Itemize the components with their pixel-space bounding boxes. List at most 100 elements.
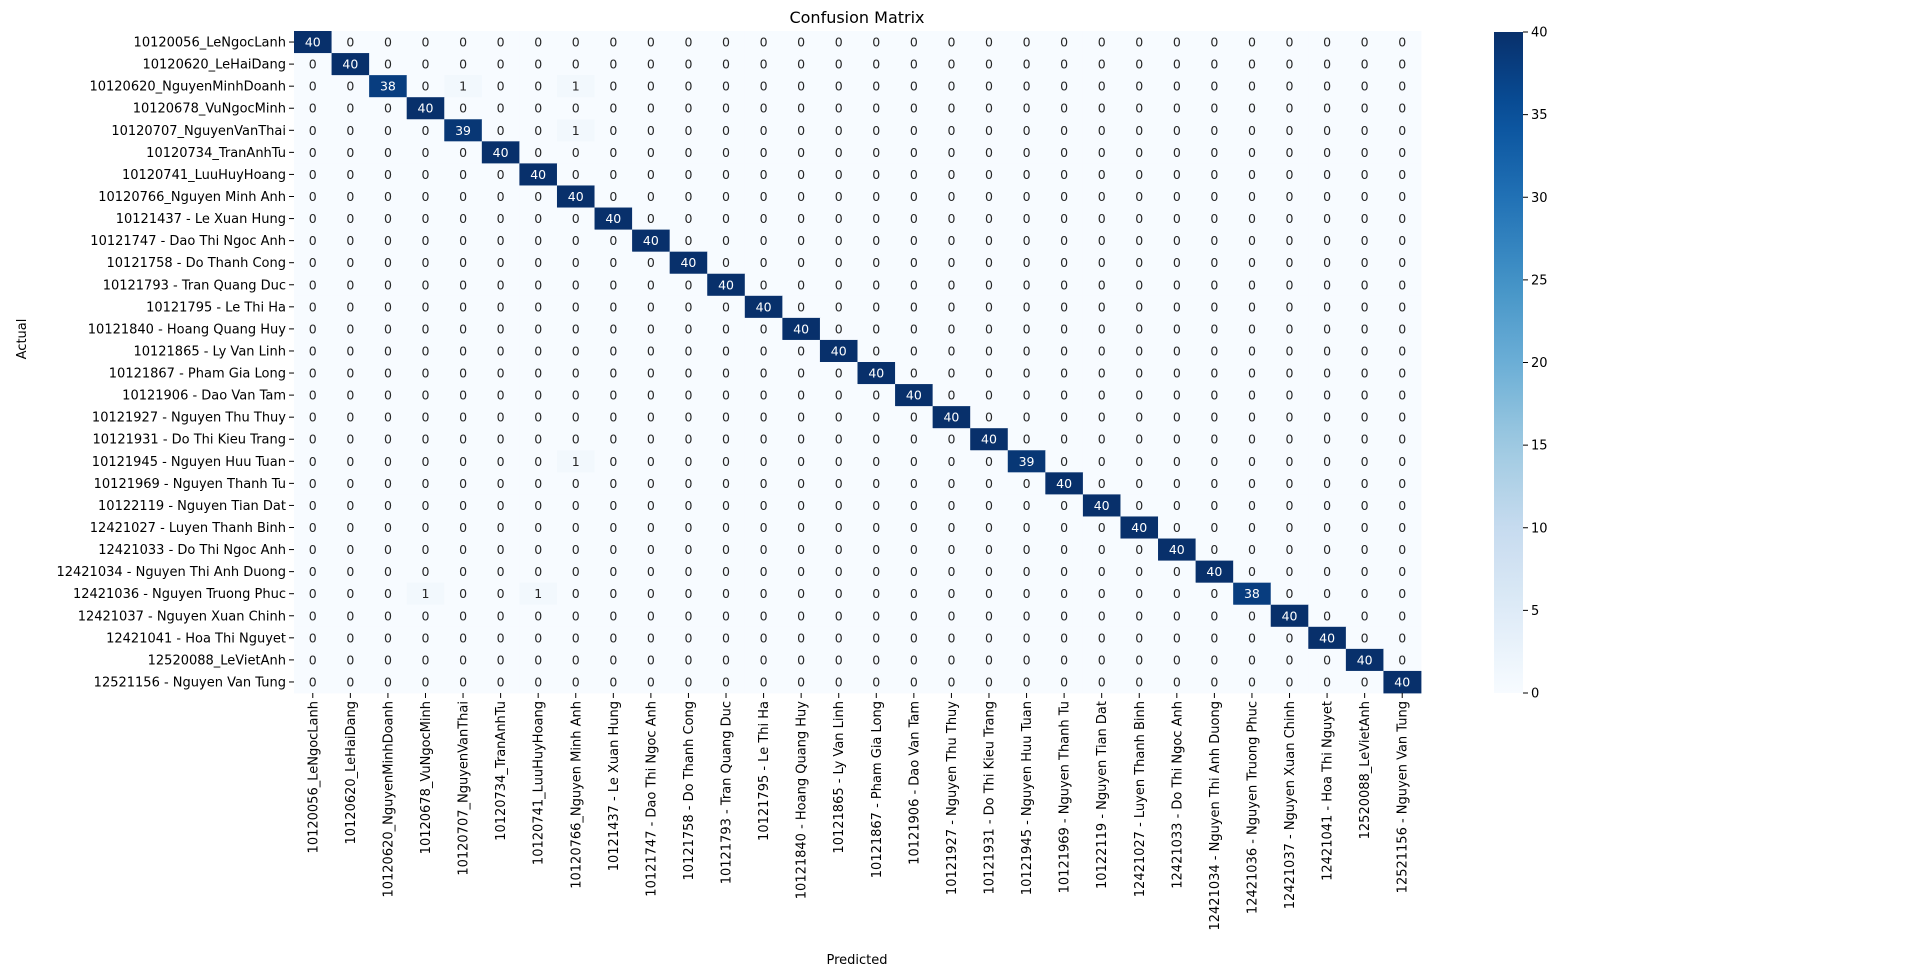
heatmap-cell	[594, 53, 633, 76]
cell-value-label: 0	[572, 432, 580, 447]
cell-value-label: 0	[872, 189, 880, 204]
cell-value-label: 0	[384, 343, 392, 358]
x-axis-ticks: 10120056_LeNgocLanh 10120620_LeHaiDang 101…	[306, 693, 1411, 931]
cell-value-label: 0	[1060, 542, 1068, 557]
heatmap-cell	[1383, 648, 1422, 672]
cell-value-label: 0	[872, 277, 880, 292]
heatmap-cell	[1345, 604, 1384, 628]
cell-value-label: 0	[497, 608, 505, 623]
heatmap-cell	[632, 339, 671, 363]
heatmap-cell	[519, 362, 558, 385]
cell-value-label: 0	[1135, 211, 1143, 226]
cell-value-label: 0	[835, 432, 843, 447]
cell-value-label: 0	[384, 520, 392, 535]
cell-value-label: 0	[1286, 542, 1294, 557]
cell-value-label: 0	[1361, 366, 1369, 381]
cell-value-label: 0	[1398, 189, 1406, 204]
heatmap-cell	[294, 31, 332, 54]
cell-value-label: 0	[947, 57, 955, 72]
heatmap-cell	[857, 582, 896, 606]
cell-value-label: 0	[1098, 454, 1106, 469]
cell-value-label: 0	[346, 388, 354, 403]
cell-value-label: 40	[1357, 652, 1373, 667]
colorbar-tick-label: 40	[1531, 26, 1548, 41]
cell-value-label: 0	[985, 57, 993, 72]
cell-value-label: 0	[872, 57, 880, 72]
heatmap-cell	[406, 670, 445, 694]
heatmap-cell	[857, 295, 896, 319]
heatmap-cell	[481, 185, 520, 208]
cell-value-label: 0	[346, 167, 354, 182]
cell-value-label: 0	[1248, 321, 1256, 336]
heatmap-cell	[406, 406, 445, 429]
x-tick-label: 12421036 - Nguyen Truong Phuc	[1245, 701, 1260, 914]
cell-value-label: 0	[384, 630, 392, 645]
heatmap-cell	[932, 538, 971, 561]
heatmap-cell	[519, 163, 558, 186]
heatmap-cell	[406, 362, 445, 385]
cell-value-label: 0	[797, 410, 805, 425]
cell-value-label: 40	[418, 101, 434, 116]
cell-value-label: 0	[835, 630, 843, 645]
heatmap-cell	[632, 185, 671, 208]
cell-value-label: 0	[1398, 432, 1406, 447]
heatmap-cell	[1082, 75, 1121, 98]
heatmap-cell	[744, 582, 783, 606]
cell-value-label: 0	[1173, 255, 1181, 270]
heatmap-cell	[1308, 648, 1347, 672]
heatmap-cell	[895, 560, 934, 584]
heatmap-cell	[444, 560, 483, 584]
heatmap-cell	[782, 626, 821, 650]
cell-value-label: 0	[1248, 211, 1256, 226]
cell-value-label: 0	[1023, 145, 1031, 160]
cell-value-label: 0	[910, 35, 918, 50]
heatmap-cell	[632, 141, 671, 164]
heatmap-cell	[556, 53, 595, 76]
cell-value-label: 0	[609, 123, 617, 138]
heatmap-cell	[556, 75, 595, 98]
cell-value-label: 0	[797, 542, 805, 557]
heatmap-cell	[1082, 670, 1121, 694]
heatmap-cell	[632, 472, 671, 495]
heatmap-cell	[970, 384, 1009, 407]
cell-value-label: 0	[684, 145, 692, 160]
cell-value-label: 0	[459, 233, 467, 248]
cell-value-label: 0	[1248, 674, 1256, 689]
cell-value-label: 0	[346, 145, 354, 160]
cell-value-label: 0	[722, 674, 730, 689]
heatmap-cell	[369, 163, 408, 186]
cell-value-label: 40	[793, 321, 809, 336]
heatmap-cell	[594, 251, 633, 275]
cell-value-label: 0	[985, 498, 993, 513]
cell-value-label: 0	[647, 476, 655, 491]
cell-value-label: 0	[422, 608, 430, 623]
heatmap-cell	[632, 97, 671, 120]
heatmap-cell	[1345, 317, 1384, 341]
heatmap-cell	[594, 97, 633, 120]
cell-value-label: 0	[872, 35, 880, 50]
cell-value-label: 0	[647, 608, 655, 623]
heatmap-cell	[632, 428, 671, 451]
heatmap-cell	[1233, 119, 1272, 142]
cell-value-label: 0	[872, 167, 880, 182]
heatmap-cell	[819, 582, 858, 606]
heatmap-cell	[556, 472, 595, 495]
cell-value-label: 0	[459, 321, 467, 336]
cell-value-label: 0	[684, 498, 692, 513]
heatmap-cell	[369, 604, 408, 628]
heatmap-cell	[1045, 119, 1084, 142]
heatmap-cell	[669, 428, 708, 451]
heatmap-cell	[707, 31, 746, 54]
heatmap-cell	[406, 75, 445, 98]
heatmap-cell	[932, 450, 971, 473]
heatmap-cell	[1308, 53, 1347, 76]
cell-value-label: 0	[309, 630, 317, 645]
cell-value-label: 0	[1210, 123, 1218, 138]
cell-value-label: 0	[1361, 211, 1369, 226]
cell-value-label: 0	[459, 586, 467, 601]
cell-value-label: 0	[1023, 410, 1031, 425]
y-tick-label: 10120620_LeHaiDang	[142, 58, 286, 73]
heatmap-cell	[1345, 229, 1384, 253]
heatmap-cell	[782, 582, 821, 606]
heatmap-cell	[1007, 670, 1046, 694]
